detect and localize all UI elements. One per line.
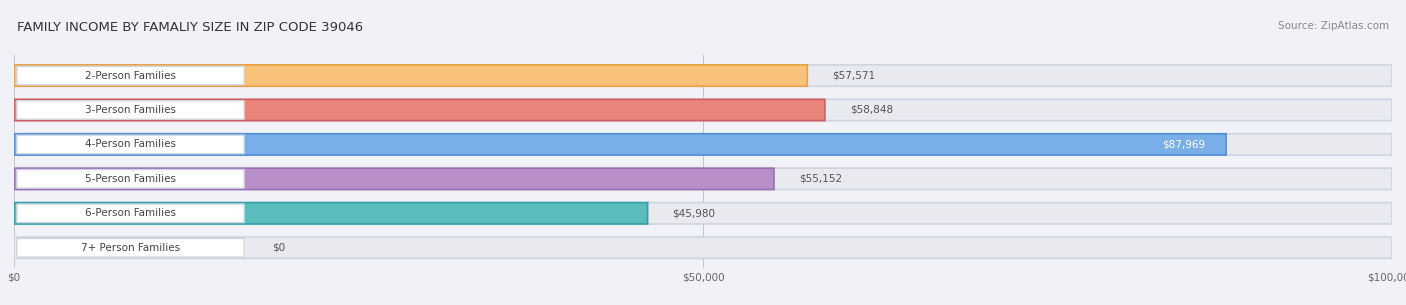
FancyBboxPatch shape: [17, 101, 245, 119]
Text: $45,980: $45,980: [672, 208, 716, 218]
Text: 5-Person Families: 5-Person Families: [84, 174, 176, 184]
Text: 2-Person Families: 2-Person Families: [84, 70, 176, 81]
Text: 4-Person Families: 4-Person Families: [84, 139, 176, 149]
Text: $55,152: $55,152: [799, 174, 842, 184]
Text: 3-Person Families: 3-Person Families: [84, 105, 176, 115]
Text: 6-Person Families: 6-Person Families: [84, 208, 176, 218]
Text: $58,848: $58,848: [849, 105, 893, 115]
Text: Source: ZipAtlas.com: Source: ZipAtlas.com: [1278, 21, 1389, 31]
FancyBboxPatch shape: [14, 203, 1392, 224]
Text: $87,969: $87,969: [1163, 139, 1205, 149]
FancyBboxPatch shape: [14, 134, 1392, 155]
FancyBboxPatch shape: [17, 66, 245, 85]
FancyBboxPatch shape: [17, 170, 245, 188]
Text: $0: $0: [271, 243, 285, 253]
Text: FAMILY INCOME BY FAMALIY SIZE IN ZIP CODE 39046: FAMILY INCOME BY FAMALIY SIZE IN ZIP COD…: [17, 21, 363, 34]
FancyBboxPatch shape: [14, 168, 773, 189]
FancyBboxPatch shape: [14, 168, 1392, 189]
FancyBboxPatch shape: [14, 134, 1226, 155]
FancyBboxPatch shape: [17, 204, 245, 223]
FancyBboxPatch shape: [14, 65, 807, 86]
FancyBboxPatch shape: [14, 237, 1392, 258]
Text: $57,571: $57,571: [832, 70, 876, 81]
FancyBboxPatch shape: [17, 135, 245, 154]
Text: 7+ Person Families: 7+ Person Families: [82, 243, 180, 253]
FancyBboxPatch shape: [17, 239, 245, 257]
FancyBboxPatch shape: [14, 99, 825, 121]
FancyBboxPatch shape: [14, 99, 1392, 121]
FancyBboxPatch shape: [14, 203, 648, 224]
FancyBboxPatch shape: [14, 65, 1392, 86]
